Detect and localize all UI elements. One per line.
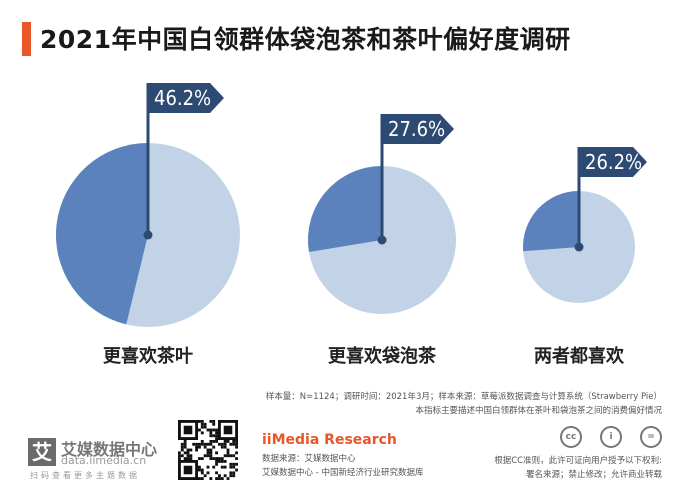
flag-1	[148, 83, 224, 113]
brand-name: iiMedia Research	[262, 432, 397, 448]
description-note: 本指标主要描述中国白领群体在茶叶和袋泡茶之间的消费偏好情况	[415, 406, 662, 416]
license-line-2: 署名来源；禁止修改；允许商业转载	[525, 470, 662, 480]
source-line: 数据来源：艾媒数据中心	[262, 454, 356, 464]
title-accent-bar	[22, 22, 31, 56]
nd-icon: =	[640, 426, 662, 448]
pie-slice-3	[523, 191, 579, 252]
pie-slice-1	[56, 143, 148, 325]
qr-code-icon[interactable]	[178, 420, 238, 480]
database-line: 艾媒数据中心 - 中国新经济行业研究数据库	[262, 468, 424, 478]
value-label-1: 46.2%	[154, 86, 211, 110]
pie-center-dot-2	[377, 235, 387, 245]
category-label-1: 更喜欢茶叶	[103, 345, 193, 367]
value-label-3: 26.2%	[585, 150, 642, 174]
logo-mark: 艾	[28, 438, 56, 466]
value-label-2: 27.6%	[388, 117, 445, 141]
iimedia-logo: 艾 艾媒数据中心 data.iimedia.cn 扫码查看更多主题数据	[28, 436, 178, 482]
category-label-3: 两者都喜欢	[534, 346, 625, 367]
license-icons: cc i =	[560, 426, 670, 450]
pie-center-dot-1	[143, 230, 153, 240]
flag-2	[382, 114, 454, 144]
sample-note: 样本量：N=1124；调研时间：2021年3月；样本来源：草莓派数据调查与计算系…	[265, 392, 662, 402]
by-icon: i	[600, 426, 622, 448]
logo-url: data.iimedia.cn	[61, 454, 147, 467]
license-line-1: 根据CC准则，此许可证向用户授予以下权利:	[494, 456, 662, 466]
page-title: 2021年中国白领群体袋泡茶和茶叶偏好度调研	[40, 25, 571, 54]
pie-slice-2	[308, 166, 382, 253]
pie-center-dot-3	[574, 242, 584, 252]
logo-tagline: 扫码查看更多主题数据	[30, 471, 140, 480]
category-label-2: 更喜欢袋泡茶	[328, 345, 437, 367]
flag-3	[579, 147, 647, 177]
cc-icon: cc	[560, 426, 582, 448]
logo-name: 艾媒数据中心	[61, 440, 158, 459]
